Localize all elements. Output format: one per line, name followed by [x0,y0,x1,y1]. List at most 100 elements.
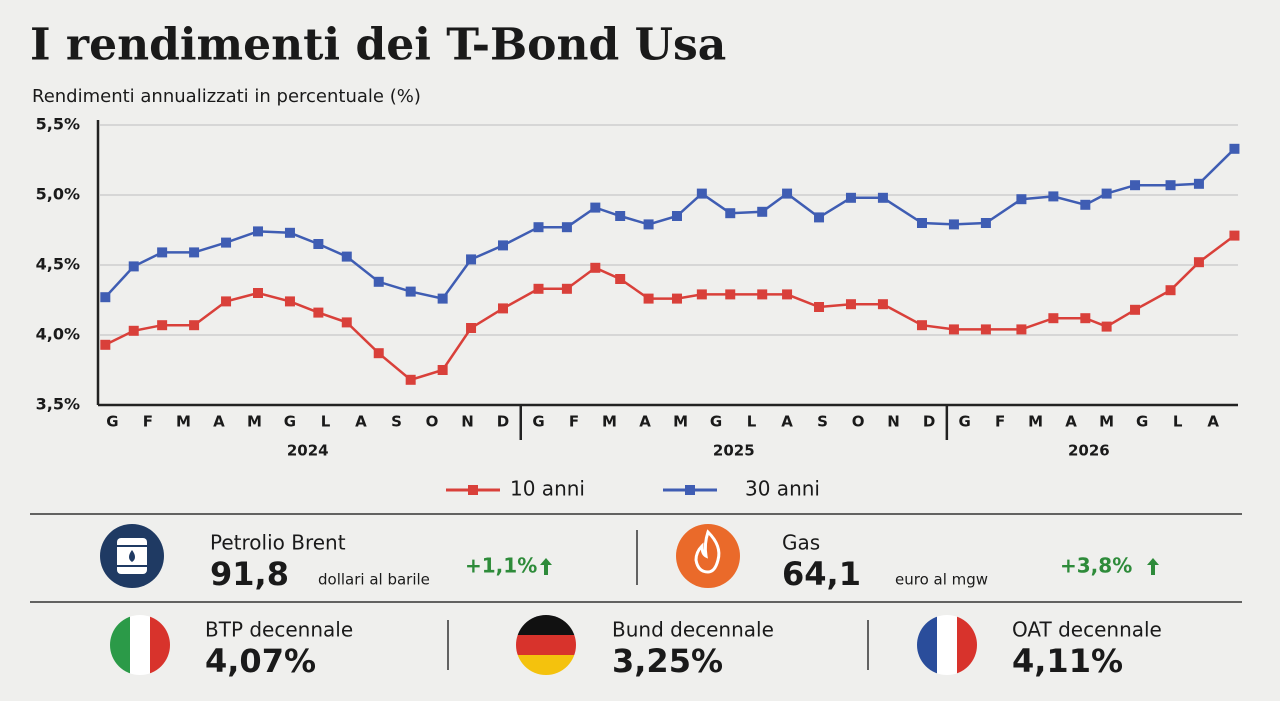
marker [1048,191,1059,202]
commodity-change: +1,1% [465,554,537,578]
marker [643,293,654,304]
marker [671,293,682,304]
marker [100,292,111,303]
y-tick-label: 4,0% [36,325,80,344]
x-tick-label: L [1173,413,1183,431]
marker [533,283,544,294]
marker [643,219,654,230]
marker [157,320,168,331]
marker [1016,194,1027,205]
x-tick-label: A [1207,413,1219,431]
y-tick-label: 3,5% [36,395,80,414]
marker [1165,285,1176,296]
marker [696,289,707,300]
x-tick-label: S [391,413,402,431]
marker [466,254,477,265]
bond-value: 4,07% [205,642,316,680]
x-tick-label: A [355,413,367,431]
marker [157,247,168,258]
marker [533,222,544,233]
y-tick-label: 5,0% [36,185,80,204]
marker [590,202,601,213]
marker [671,211,682,221]
marker [877,192,888,203]
x-tick-label: G [284,413,296,431]
marker [221,296,232,307]
marker [189,320,200,331]
marker [757,206,768,217]
marker [313,239,324,249]
x-tick-label: M [1099,413,1114,431]
marker [782,289,793,300]
x-tick-label: N [887,413,900,431]
x-tick-label: L [321,413,331,431]
x-tick-label: A [213,413,225,431]
gas-icon [676,524,740,588]
marker [615,211,626,221]
marker [1165,180,1176,191]
marker [189,247,200,258]
marker [782,188,793,199]
x-tick-label: N [461,413,474,431]
marker [498,240,509,251]
year-label: 2026 [1068,442,1110,460]
marker [1016,324,1027,335]
marker [1101,188,1112,199]
commodity-name: Petrolio Brent [210,531,346,555]
line [104,147,1236,300]
marker [284,227,295,238]
marker [1080,199,1091,210]
marker [373,348,384,359]
commodity-name: Gas [782,531,820,555]
commodity-value: 64,1 [782,555,861,593]
marker [1229,143,1240,154]
year-label: 2024 [287,442,329,460]
marker [341,317,352,328]
marker [980,324,991,335]
x-tick-label: L [747,413,757,431]
commodity-unit: dollari al barile [318,571,430,589]
commodity-change: +3,8% [1060,554,1132,578]
x-tick-label: F [143,413,153,431]
y-tick-label: 5,5% [36,115,80,134]
marker [1080,313,1091,324]
x-tick-label: A [1065,413,1077,431]
marker [948,219,959,230]
bond-value: 4,11% [1012,642,1123,680]
marker [341,251,352,262]
marker [561,222,572,233]
oil-icon [100,524,164,588]
marker [498,303,509,314]
legend-label: 10 anni [510,477,585,501]
france-flag [917,615,977,675]
marker [814,212,825,223]
marker [725,289,736,300]
marker [980,218,991,228]
bond-name: OAT decennale [1012,618,1162,642]
plot: 3,5% 4,0% 4,5% 5,0% 5,5% G F M A M G L A S O N D G F M A M G L A… [36,115,1240,501]
x-tick-label: F [569,413,579,431]
bond-value: 3,25% [612,642,723,680]
marker [253,288,264,298]
marker [845,192,856,203]
marker [1101,321,1112,332]
chart-subtitle: Rendimenti annualizzati in percentuale (… [32,86,421,107]
x-tick-label: G [532,413,544,431]
x-tick-label: M [176,413,191,431]
marker [696,188,707,199]
marker [814,302,825,312]
marker [1193,257,1204,268]
line [104,234,1236,382]
marker [221,237,232,248]
marker [757,289,768,300]
marker [1130,180,1141,191]
marker [437,293,448,304]
marker [916,320,927,331]
x-tick-label: S [817,413,828,431]
marker [405,374,416,385]
marker [615,274,626,284]
marker [284,296,295,307]
legend-marker [685,485,695,495]
x-tick-label: F [995,413,1005,431]
